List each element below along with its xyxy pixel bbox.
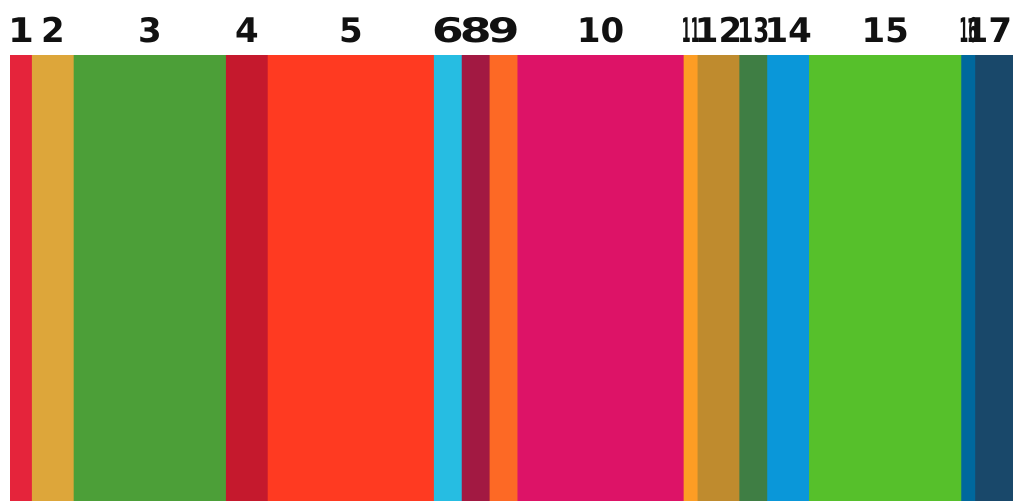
segment-11 bbox=[683, 55, 699, 501]
segment-2 bbox=[31, 55, 75, 501]
segment-label-15: 15 bbox=[861, 11, 908, 51]
segment-label-12: 12 bbox=[695, 11, 742, 51]
segment-5 bbox=[267, 55, 435, 501]
segment-label-13: 13 bbox=[737, 11, 769, 51]
segment-6 bbox=[433, 55, 463, 501]
segment-9 bbox=[489, 55, 518, 501]
segment-label-5: 5 bbox=[339, 11, 363, 51]
segment-14 bbox=[767, 55, 810, 501]
segment-17 bbox=[975, 55, 1013, 501]
segment-label-2: 2 bbox=[41, 11, 65, 51]
segment-12 bbox=[697, 55, 740, 501]
segment-label-11: 11 bbox=[682, 11, 700, 51]
segment-label-4: 4 bbox=[235, 11, 259, 51]
segment-label-6: 6 bbox=[432, 11, 464, 51]
segment-4 bbox=[225, 55, 269, 501]
segment-8 bbox=[461, 55, 491, 501]
segment-label-10: 10 bbox=[577, 11, 624, 51]
segment-10 bbox=[517, 55, 685, 501]
segment-label-9: 9 bbox=[488, 11, 520, 51]
segment-label-8: 8 bbox=[460, 11, 492, 51]
segment-1 bbox=[10, 55, 33, 501]
segment-label-14: 14 bbox=[764, 11, 811, 51]
segment-13 bbox=[739, 55, 768, 501]
segment-label-1: 1 bbox=[8, 11, 34, 51]
segment-label-16: 16 bbox=[959, 11, 977, 51]
segment-label-17: 17 bbox=[965, 11, 1012, 51]
segment-16 bbox=[961, 55, 976, 501]
segments-group bbox=[10, 55, 1013, 501]
segment-3 bbox=[73, 55, 227, 501]
segment-label-3: 3 bbox=[138, 11, 162, 51]
segment-15 bbox=[809, 55, 962, 501]
